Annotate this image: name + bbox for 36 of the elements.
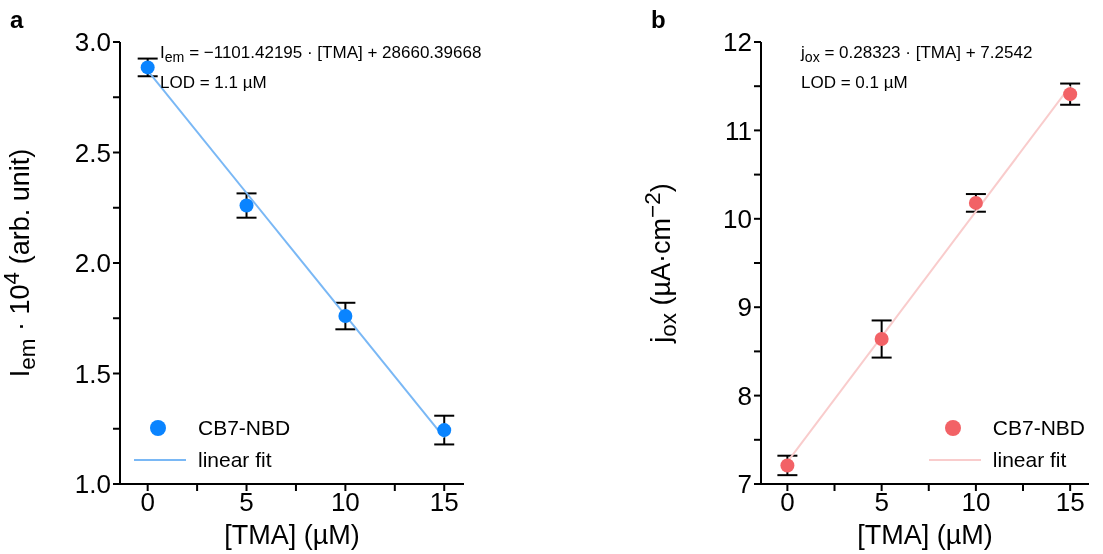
- y-tick-label: 2.5: [74, 137, 111, 168]
- y-tick-label: 8: [737, 380, 752, 411]
- annotation: j$_{ox}$ = 0.28323 · [TMA] + 7.2542: [801, 42, 1033, 68]
- y-tick-label: 3.0: [74, 27, 111, 58]
- x-tick-label: 0: [140, 487, 155, 518]
- y-tick-label: 12: [723, 27, 752, 58]
- x-axis-title: [TMA] (µM): [857, 520, 993, 551]
- y-tick-label: 9: [737, 292, 752, 323]
- x-axis-title: [TMA] (µM): [224, 520, 360, 551]
- point: [239, 198, 254, 213]
- legend-label: linear fit: [198, 448, 272, 472]
- point: [338, 309, 353, 324]
- legend-label: linear fit: [992, 448, 1067, 472]
- y-tick-label: 1.0: [74, 469, 111, 500]
- point: [437, 423, 452, 438]
- annotation: LOD = 0.1 µM: [801, 72, 909, 95]
- x-tick-label: 10: [961, 487, 991, 518]
- point: [1063, 87, 1078, 102]
- y-tick-label: 2.0: [74, 248, 111, 279]
- point: [874, 332, 889, 347]
- y-tick-label: 11: [725, 115, 752, 146]
- legend-label: CB7-NBD: [992, 416, 1085, 440]
- annotation: LOD = 1.1 µM: [160, 72, 268, 95]
- y-tick-label: 10: [723, 204, 752, 235]
- x-tick-label: 5: [239, 487, 254, 518]
- x-tick-label: 0: [780, 487, 795, 518]
- legend-label: CB7-NBD: [198, 416, 291, 440]
- x-tick-label: 5: [874, 487, 889, 518]
- chart-title: a: [10, 6, 24, 34]
- annotation: I$_{em}$ = −1101.42195 · [TMA] + 28660.39668: [160, 42, 482, 68]
- x-tick-label: 15: [429, 487, 459, 518]
- x-tick-label: 15: [1055, 487, 1085, 518]
- chart-title: b: [651, 6, 666, 34]
- y-tick-label: 1.5: [74, 358, 111, 389]
- y-tick-label: 7: [737, 469, 752, 500]
- x-tick-label: 10: [330, 487, 360, 518]
